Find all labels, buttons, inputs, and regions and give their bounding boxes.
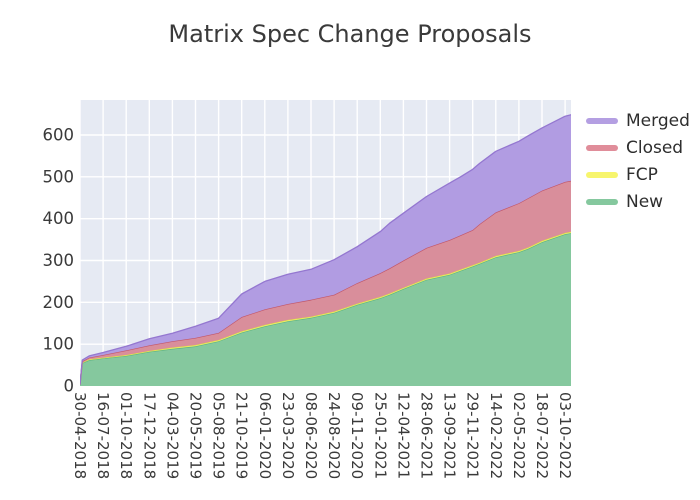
- legend-swatch-fcp: [586, 171, 618, 178]
- legend-swatch-new: [586, 198, 618, 205]
- x-tick-label: 16-07-2018: [94, 392, 112, 479]
- x-tick-label: 09-11-2020: [348, 392, 366, 479]
- area-merged: [80, 114, 571, 385]
- chart-title: Matrix Spec Change Proposals: [168, 20, 532, 48]
- legend-label: Closed: [626, 137, 684, 158]
- x-tick-label: 30-04-2018: [71, 392, 89, 479]
- x-tick-label: 23-03-2020: [279, 392, 297, 479]
- x-tick-label: 25-01-2021: [371, 392, 389, 479]
- legend-item-new[interactable]: New: [586, 188, 690, 215]
- x-tick-label: 29-11-2021: [464, 392, 482, 479]
- area-new: [80, 233, 571, 386]
- y-tick-label: 300: [43, 251, 75, 270]
- x-tick-label: 14-02-2022: [487, 392, 505, 479]
- y-tick-label: 600: [43, 126, 75, 145]
- legend-label: FCP: [626, 164, 658, 185]
- legend-item-fcp[interactable]: FCP: [586, 161, 690, 188]
- legend: Merged Closed FCP New: [586, 107, 690, 215]
- x-tick-label: 03-10-2022: [556, 392, 574, 479]
- y-tick-label: 100: [43, 335, 75, 354]
- x-tick-label: 17-12-2018: [140, 392, 158, 479]
- legend-label: New: [626, 191, 664, 212]
- legend-swatch-merged: [586, 117, 618, 124]
- y-tick-label: 400: [43, 209, 75, 228]
- area-edge-merged: [80, 114, 571, 385]
- x-tick-label: 13-09-2021: [441, 392, 459, 479]
- x-tick-label: 18-07-2022: [533, 392, 551, 479]
- x-axis: 30-04-2018 16-07-2018 01-10-2018 17-12-2018…: [71, 392, 574, 479]
- x-tick-label: 24-08-2020: [325, 392, 343, 479]
- x-tick-label: 28-06-2021: [418, 392, 436, 479]
- stacked-areas: [80, 114, 571, 386]
- x-tick-label: 12-04-2021: [394, 392, 412, 479]
- x-tick-label: 06-01-2020: [256, 392, 274, 479]
- y-axis: 0 100 200 300 400 500 600: [43, 126, 75, 396]
- x-tick-label: 01-10-2018: [117, 392, 135, 479]
- x-tick-label: 20-05-2019: [187, 392, 205, 479]
- x-tick-label: 21-10-2019: [233, 392, 251, 479]
- y-tick-label: 0: [64, 377, 75, 396]
- y-tick-label: 500: [43, 167, 75, 186]
- legend-label: Merged: [626, 110, 690, 131]
- x-tick-label: 08-06-2020: [302, 392, 320, 479]
- legend-swatch-closed: [586, 144, 618, 151]
- legend-item-merged[interactable]: Merged: [586, 107, 690, 134]
- legend-item-closed[interactable]: Closed: [586, 134, 690, 161]
- x-tick-label: 04-03-2019: [163, 392, 181, 479]
- y-tick-label: 200: [43, 293, 75, 312]
- x-tick-label: 02-05-2022: [510, 392, 528, 479]
- x-tick-label: 05-08-2019: [210, 392, 228, 479]
